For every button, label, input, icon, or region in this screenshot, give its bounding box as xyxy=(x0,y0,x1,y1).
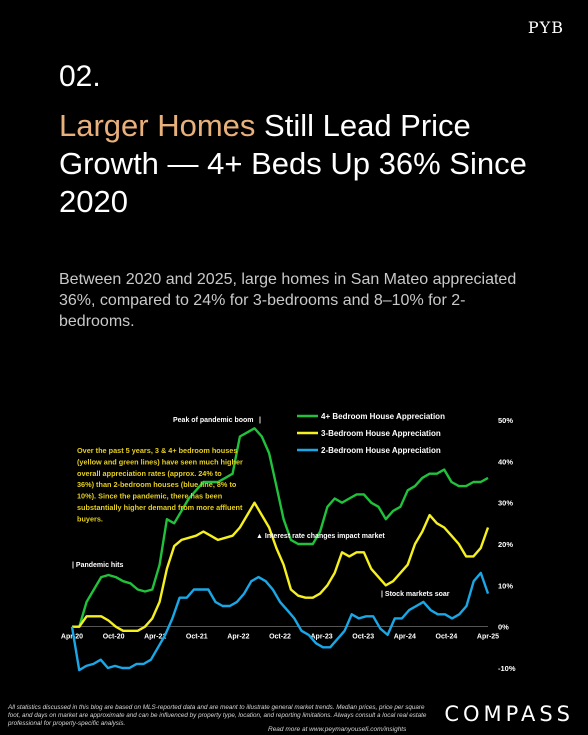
y-tick-label: 10% xyxy=(498,581,513,590)
legend-label: 3-Bedroom House Appreciation xyxy=(321,429,441,438)
annotation-interest-rates: ▲ Interest rate changes impact market xyxy=(256,533,385,540)
y-tick-label: -10% xyxy=(498,664,516,673)
series-line-2 xyxy=(72,501,490,633)
x-tick-label: Oct-20 xyxy=(103,634,125,641)
compass-logo: COMPASS xyxy=(444,702,574,726)
headline: Larger Homes Still Lead Price Growth — 4… xyxy=(59,107,539,221)
series-line-3 xyxy=(70,571,490,672)
x-tick-label: Oct-22 xyxy=(269,634,291,641)
y-tick-label: 30% xyxy=(498,499,513,508)
x-tick-label: Apr-23 xyxy=(311,634,333,641)
y-tick-label: 0% xyxy=(498,623,509,632)
x-tick-label: Oct-24 xyxy=(436,634,458,641)
annotation-peak-marker: | xyxy=(259,417,261,424)
annotation-stock-markets: | Stock markets soar xyxy=(381,591,450,598)
annotation-peak: Peak of pandemic boom xyxy=(173,417,254,424)
legend-label: 2-Bedroom House Appreciation xyxy=(321,446,441,455)
y-tick-label: 50% xyxy=(498,416,513,425)
section-number: 02. xyxy=(59,60,101,93)
y-tick-label: 20% xyxy=(498,540,513,549)
annotation-note: Over the past 5 years, 3 & 4+ bedroom ho… xyxy=(77,446,243,523)
subtitle: Between 2020 and 2025, large homes in Sa… xyxy=(59,271,517,330)
x-tick-label: Oct-21 xyxy=(186,634,208,641)
legend-label: 4+ Bedroom House Appreciation xyxy=(321,412,445,421)
y-tick-label: 40% xyxy=(498,457,513,466)
x-tick-label: Oct-23 xyxy=(352,634,374,641)
read-more-link[interactable]: Read more at www.peymanyousefi.com/insig… xyxy=(268,726,407,733)
headline-highlight: Larger Homes xyxy=(59,108,256,143)
appreciation-chart: 50% 40% 30% 20% 10% 0% -10% Apr-20 Oct-20 Apr-21 O… xyxy=(61,412,516,673)
pyb-logo: PYB xyxy=(527,18,564,37)
x-tick-label: Apr-21 xyxy=(144,634,166,641)
x-tick-label: Apr-20 xyxy=(61,634,83,641)
x-tick-label: Apr-25 xyxy=(477,634,499,641)
footnote: All statistics discussed in this blog ar… xyxy=(8,704,427,727)
x-tick-label: Apr-24 xyxy=(394,634,416,641)
series-line-1 xyxy=(72,427,489,628)
annotation-pandemic: | Pandemic hits xyxy=(72,562,123,569)
headline-rest: Still Lead Price Growth — 4+ Beds Up 36%… xyxy=(59,108,527,219)
x-tick-label: Apr-22 xyxy=(227,634,249,641)
